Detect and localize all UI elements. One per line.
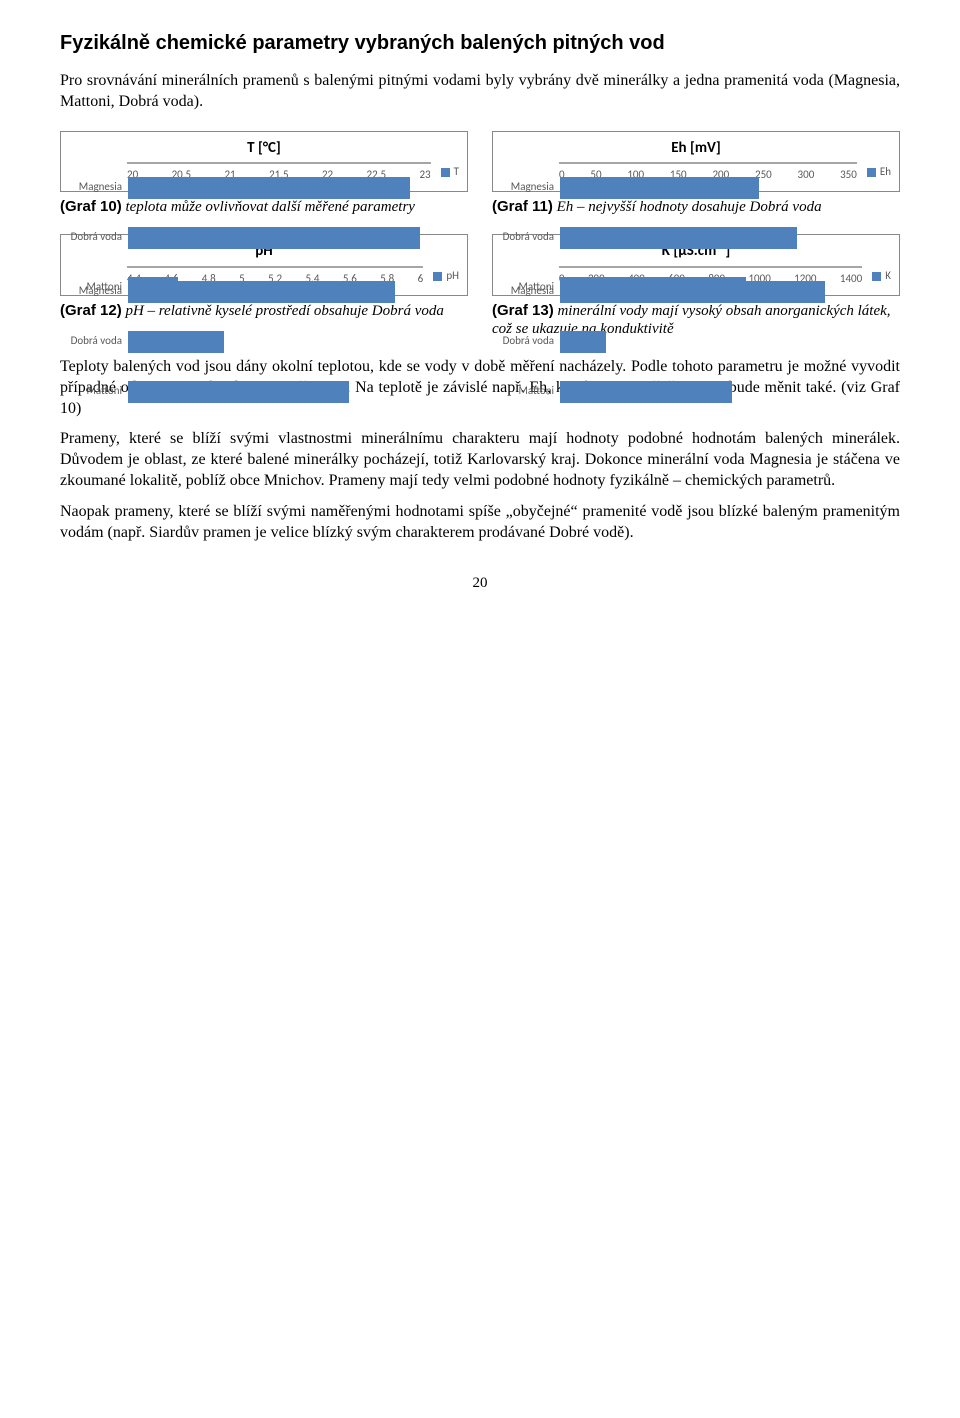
category-label: Magnesia — [79, 284, 128, 299]
paragraph-2: Prameny, které se blíží svými vlastnostm… — [60, 429, 900, 491]
category-label: Dobrá voda — [71, 334, 128, 349]
chart-legend: K — [868, 266, 891, 287]
category-label: Mattoni — [518, 384, 560, 399]
chart-legend: Eh — [863, 162, 891, 183]
chart-temperature: T [°C]MagnesiaDobrá vodaMattoni2020,5212… — [60, 131, 468, 192]
chart-legend: T — [437, 162, 459, 183]
paragraph-3: Naopak prameny, které se blíží svými nam… — [60, 502, 900, 544]
chart-bar — [560, 331, 606, 353]
chart-bar — [128, 381, 349, 403]
chart-eh: Eh [mV]MagnesiaDobrá vodaMattoni05010015… — [492, 131, 900, 192]
legend-label: Eh — [880, 165, 891, 180]
category-label: Dobrá voda — [71, 230, 128, 245]
page-number: 20 — [60, 573, 900, 593]
chart-bar — [128, 177, 410, 199]
intro-paragraph: Pro srovnávání minerálních pramenů s bal… — [60, 71, 900, 113]
category-label: Dobrá voda — [503, 230, 560, 245]
legend-label: pH — [446, 269, 459, 284]
category-label: Magnesia — [79, 180, 128, 195]
chart-title: T [°C] — [69, 138, 459, 158]
legend-label: K — [885, 269, 891, 284]
category-label: Magnesia — [511, 180, 560, 195]
chart-title: Eh [mV] — [501, 138, 891, 158]
category-label: Mattoni — [86, 384, 128, 399]
chart-bar — [560, 177, 759, 199]
caption-graf-10: (Graf 10) teplota může ovlivňovat další … — [60, 198, 468, 217]
chart-bar — [560, 281, 825, 303]
caption-graf-11: (Graf 11) Eh – nejvyšší hodnoty dosahuje… — [492, 198, 900, 217]
chart-bar — [128, 281, 395, 303]
chart-legend: pH — [429, 266, 459, 287]
chart-bar — [128, 227, 420, 249]
chart-bar — [128, 331, 224, 353]
category-label: Dobrá voda — [503, 334, 560, 349]
category-label: Magnesia — [511, 284, 560, 299]
page-heading: Fyzikálně chemické parametry vybraných b… — [60, 30, 900, 57]
chart-bar — [560, 227, 797, 249]
legend-label: T — [454, 165, 459, 180]
chart-bar — [560, 381, 732, 403]
